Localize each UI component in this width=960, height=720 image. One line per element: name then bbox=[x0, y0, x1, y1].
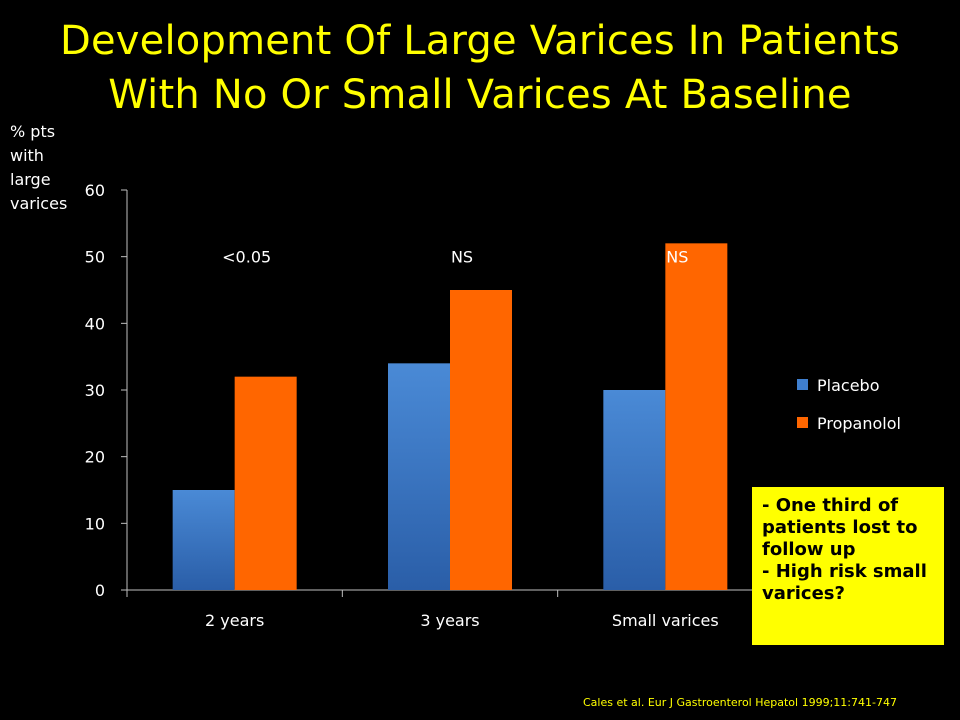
y-tick-label: 40 bbox=[85, 314, 105, 333]
note-line-2: - High risk small varices? bbox=[762, 561, 927, 604]
bar-placebo-1 bbox=[172, 490, 235, 590]
legend-swatch-placebo bbox=[797, 379, 808, 390]
x-category-label: 2 years bbox=[205, 611, 264, 630]
y-tick-label: 50 bbox=[85, 248, 105, 267]
legend-swatch-propanolol bbox=[797, 417, 808, 428]
y-axis-label-line-4: varices bbox=[10, 194, 68, 213]
note-line-1: - One third of patients lost to follow u… bbox=[762, 495, 918, 560]
chart-bars bbox=[172, 243, 728, 591]
y-axis-label-line-1: % pts bbox=[10, 122, 56, 141]
significance-label: <0.05 bbox=[222, 248, 271, 267]
x-category-label: Small varices bbox=[612, 611, 719, 630]
title-line-1: Development Of Large Varices In Patients bbox=[60, 18, 900, 64]
y-axis-label-line-3: large bbox=[10, 170, 51, 189]
title-line-2: With No Or Small Varices At Baseline bbox=[108, 72, 852, 118]
bar-propanolol-2 bbox=[450, 290, 512, 590]
significance-label: NS bbox=[666, 248, 688, 267]
x-category-label: 3 years bbox=[420, 611, 479, 630]
bar-placebo-3 bbox=[603, 390, 666, 590]
bar-placebo-2 bbox=[388, 363, 450, 590]
chart-legend: Placebo Propanolol bbox=[797, 376, 901, 433]
significance-label: NS bbox=[451, 248, 473, 267]
bar-propanolol-1 bbox=[234, 376, 297, 590]
y-tick-label: 10 bbox=[85, 514, 105, 533]
y-axis-label: % pts with large varices bbox=[10, 120, 90, 216]
page-title: Development Of Large Varices In Patients… bbox=[0, 14, 960, 122]
y-axis-label-line-2: with bbox=[10, 146, 44, 165]
y-tick-label: 0 bbox=[95, 581, 105, 600]
citation: Cales et al. Eur J Gastroenterol Hepatol… bbox=[583, 696, 897, 709]
chart-labels: 2 years <0.05 3 years NS Small varices NS bbox=[205, 248, 719, 630]
note-box: - One third of patients lost to follow u… bbox=[752, 487, 944, 645]
y-tick-label: 30 bbox=[85, 381, 105, 400]
legend-label-propanolol: Propanolol bbox=[817, 414, 901, 433]
bar-propanolol-3 bbox=[665, 243, 728, 591]
y-tick-label: 60 bbox=[85, 181, 105, 200]
y-tick-label: 20 bbox=[85, 448, 105, 467]
legend-label-placebo: Placebo bbox=[817, 376, 879, 395]
